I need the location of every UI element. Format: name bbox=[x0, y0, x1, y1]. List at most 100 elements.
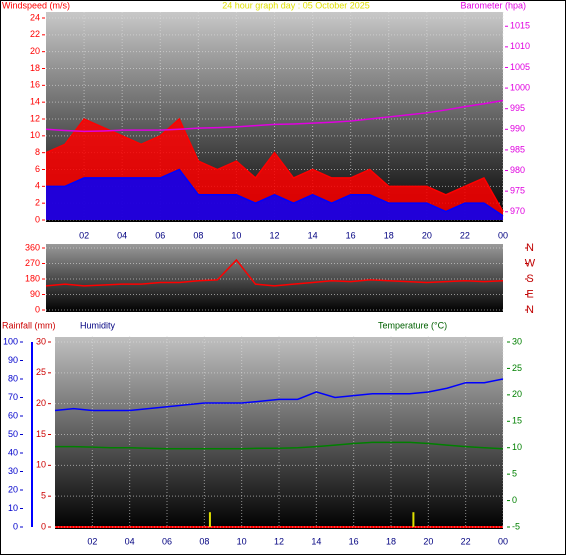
y2-tick-label: 1005 bbox=[510, 62, 530, 72]
x-tick-label: 18 bbox=[386, 536, 396, 546]
y3-tick-label: 0 bbox=[13, 521, 18, 531]
x-tick-label: 16 bbox=[349, 536, 359, 546]
x-tick-label: 02 bbox=[79, 230, 89, 240]
y3-tick-label: 30 bbox=[8, 466, 18, 476]
y-tick-label: 5 bbox=[41, 491, 46, 501]
y3-tick-label: 40 bbox=[8, 447, 18, 457]
x-tick-label: 08 bbox=[193, 230, 203, 240]
y2-tick-label: 20 bbox=[512, 389, 522, 399]
y-tick-label: 22 bbox=[30, 29, 40, 39]
y-tick-label: 15 bbox=[36, 429, 46, 439]
y2-tick-label: 10 bbox=[512, 442, 522, 452]
x-tick-label: 12 bbox=[269, 230, 279, 240]
y3-tick-label: 100 bbox=[3, 336, 18, 346]
y-tick-label: 10 bbox=[36, 460, 46, 470]
x-tick-label: 22 bbox=[460, 230, 470, 240]
y-tick-label: 30 bbox=[36, 336, 46, 346]
series-line bbox=[54, 378, 504, 412]
y3-tick-label: 90 bbox=[8, 355, 18, 365]
y-tick-label: 90 bbox=[30, 289, 40, 299]
y-tick-label: 25 bbox=[36, 367, 46, 377]
y2-tick-label: 985 bbox=[510, 144, 525, 154]
y2-tick-label: N bbox=[526, 242, 534, 254]
y-tick-label: 20 bbox=[36, 398, 46, 408]
y2-label: Barometer (hpa) bbox=[460, 0, 526, 10]
y3-tick-label: 60 bbox=[8, 410, 18, 420]
y3-tick-label: 80 bbox=[8, 373, 18, 383]
series-line bbox=[45, 117, 504, 212]
y2-tick-label: N bbox=[526, 304, 534, 316]
y2-tick-label: 0 bbox=[512, 495, 517, 505]
y2-tick-label: 980 bbox=[510, 165, 525, 175]
y2-tick-label: 5 bbox=[512, 469, 517, 479]
y-tick-label: 2 bbox=[35, 198, 40, 208]
y-tick-label: 4 bbox=[35, 181, 40, 191]
y2-tick-label: 1010 bbox=[510, 41, 530, 51]
y2-tick-label: 975 bbox=[510, 186, 525, 196]
y-tick-label: 180 bbox=[25, 273, 40, 283]
y-tick-label: 360 bbox=[25, 242, 40, 252]
x-tick-label: 12 bbox=[274, 536, 284, 546]
y-tick-label: 0 bbox=[35, 214, 40, 224]
x-tick-label: 20 bbox=[422, 230, 432, 240]
y-tick-label: 6 bbox=[35, 164, 40, 174]
x-tick-label: 06 bbox=[155, 230, 165, 240]
series-line bbox=[45, 258, 504, 287]
y3-tick-label: 70 bbox=[8, 392, 18, 402]
y-tick-label: 14 bbox=[30, 97, 40, 107]
plot-area bbox=[46, 244, 503, 312]
y-tick-label: 16 bbox=[30, 80, 40, 90]
x-tick-label: 04 bbox=[117, 230, 127, 240]
y2-tick-label: 30 bbox=[512, 336, 522, 346]
y2-tick-label: 970 bbox=[510, 206, 525, 216]
x-tick-label: 14 bbox=[311, 536, 321, 546]
y2-tick-label: E bbox=[526, 288, 533, 300]
x-tick-label: 10 bbox=[237, 536, 247, 546]
y2-tick-label: 990 bbox=[510, 124, 525, 134]
y-tick-label: 12 bbox=[30, 113, 40, 123]
y-tick-label: 24 bbox=[30, 12, 40, 22]
y2-tick-label: S bbox=[526, 273, 533, 285]
x-tick-label: 10 bbox=[231, 230, 241, 240]
bar bbox=[208, 512, 211, 527]
y-tick-label: 8 bbox=[35, 147, 40, 157]
x-tick-label: 02 bbox=[87, 536, 97, 546]
y2-tick-label: 1015 bbox=[510, 21, 530, 31]
y2-tick-label: 25 bbox=[512, 363, 522, 373]
y-label: Windspeed (m/s) bbox=[2, 0, 70, 10]
y2-tick-label: 15 bbox=[512, 416, 522, 426]
y-tick-label: 18 bbox=[30, 63, 40, 73]
chart-title: 24 hour graph day : 05 October 2025 bbox=[222, 0, 370, 10]
x-tick-label: 18 bbox=[384, 230, 394, 240]
y-tick-label: 10 bbox=[30, 130, 40, 140]
y2-tick-label: W bbox=[525, 257, 536, 269]
bar bbox=[412, 512, 415, 527]
y-tick-label: 0 bbox=[35, 304, 40, 314]
y2-label: Temperature (°C) bbox=[378, 320, 447, 330]
y2-tick-label: 995 bbox=[510, 103, 525, 113]
x-tick-label: 06 bbox=[162, 536, 172, 546]
y3-tick-label: 10 bbox=[8, 503, 18, 513]
y3-label: Humidity bbox=[80, 320, 116, 330]
x-tick-label: 16 bbox=[346, 230, 356, 240]
x-tick-label: 04 bbox=[125, 536, 135, 546]
y3-tick-label: 50 bbox=[8, 429, 18, 439]
x-tick-label: 08 bbox=[199, 536, 209, 546]
x-tick-label: 00 bbox=[498, 230, 508, 240]
x-tick-label: 20 bbox=[423, 536, 433, 546]
y3-tick-label: 20 bbox=[8, 484, 18, 494]
y-tick-label: 20 bbox=[30, 46, 40, 56]
x-tick-label: 14 bbox=[308, 230, 318, 240]
series-line bbox=[45, 99, 504, 133]
y2-tick-label: 1000 bbox=[510, 82, 530, 92]
y-label: Rainfall (mm) bbox=[2, 320, 56, 330]
y-tick-label: 0 bbox=[41, 521, 46, 531]
x-tick-label: 22 bbox=[461, 536, 471, 546]
y2-tick-label: -5 bbox=[512, 521, 520, 531]
y-tick-label: 270 bbox=[25, 258, 40, 268]
series-line bbox=[46, 168, 504, 217]
x-tick-label: 00 bbox=[498, 536, 508, 546]
series-line bbox=[55, 441, 504, 450]
